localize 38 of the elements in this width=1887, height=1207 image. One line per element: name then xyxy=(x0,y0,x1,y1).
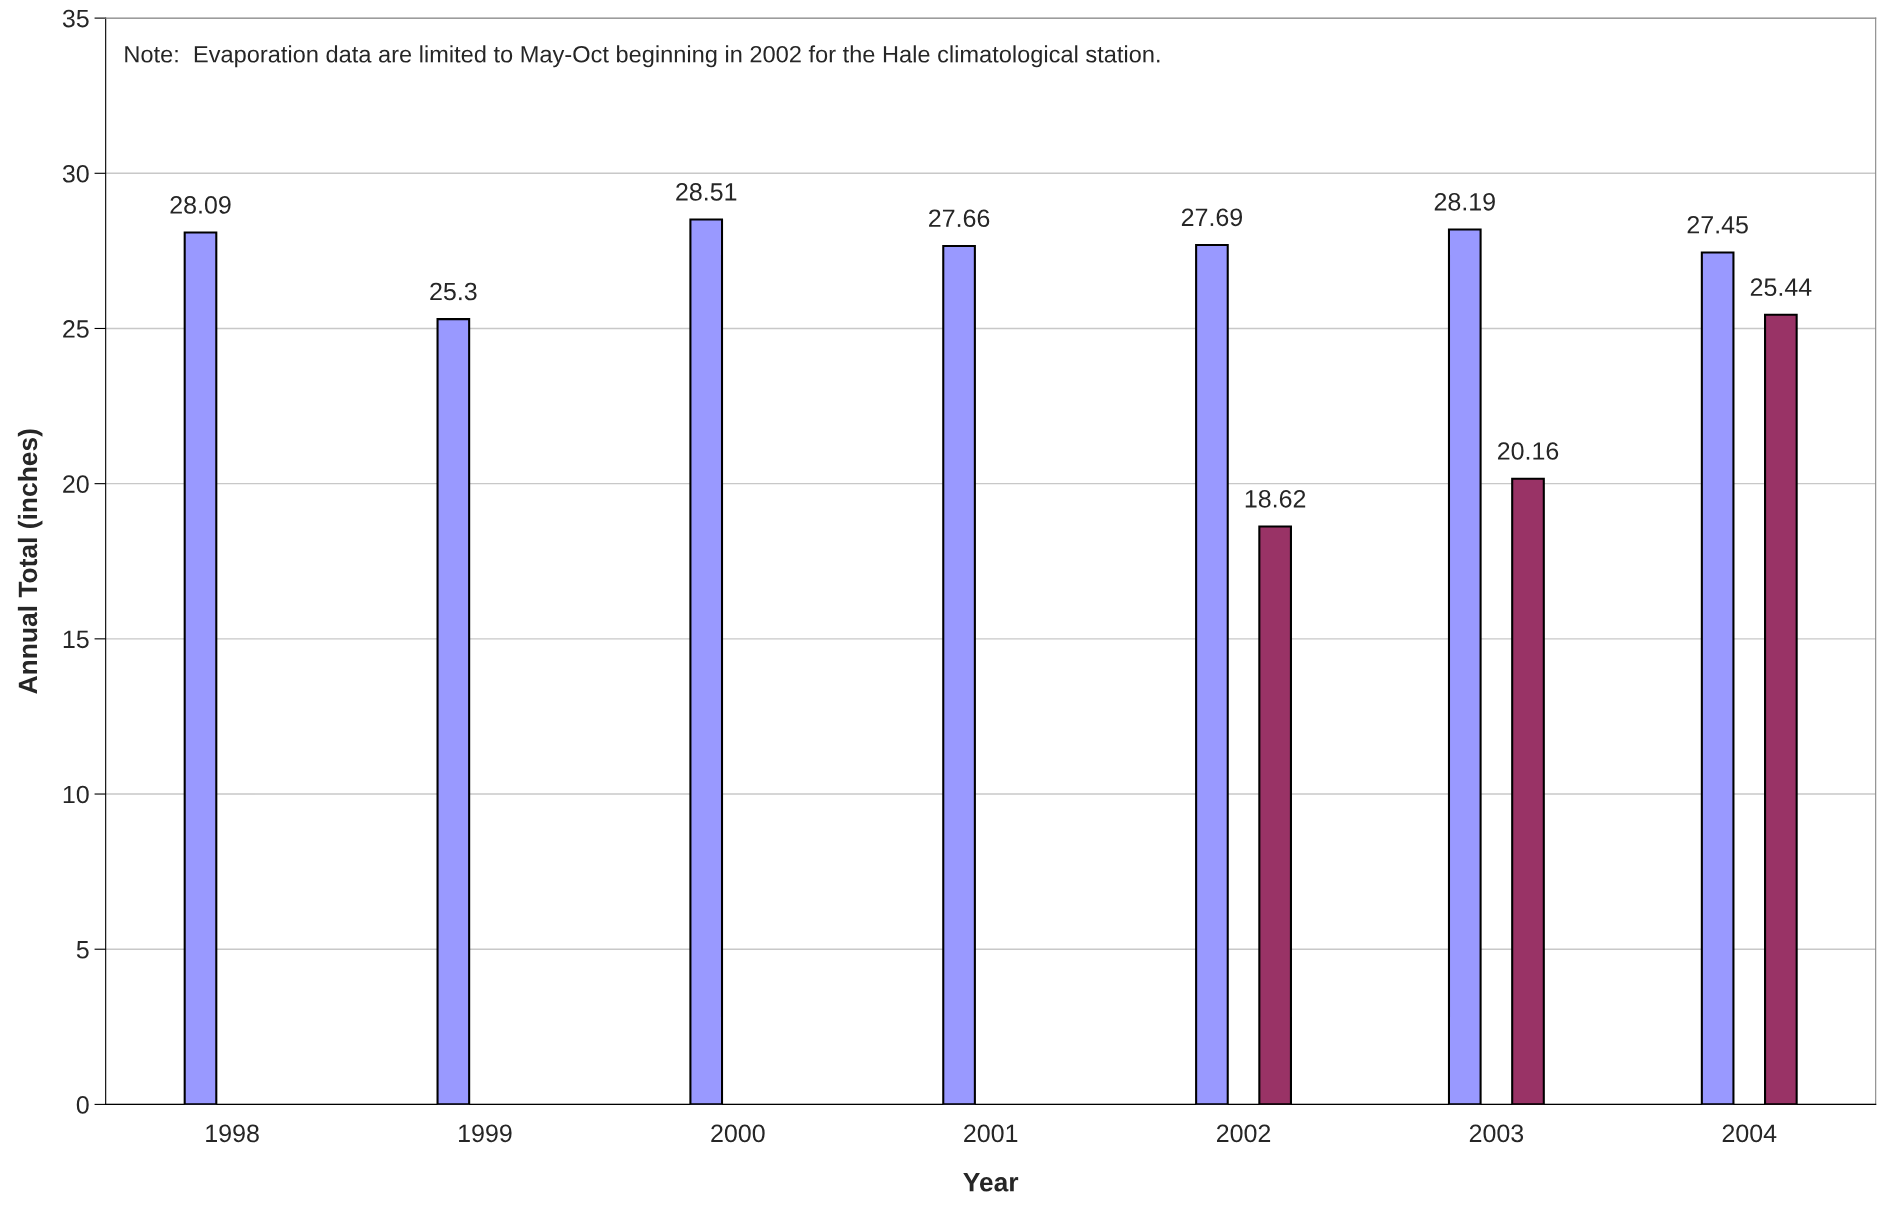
data-label: 27.69 xyxy=(1181,208,1243,227)
data-label: 28.09 xyxy=(170,196,231,214)
bar xyxy=(436,318,471,1105)
data-label: 27.45 xyxy=(1687,215,1748,234)
y-tick-label: 25 xyxy=(63,320,89,338)
bar xyxy=(1258,525,1292,1105)
data-label: 25.44 xyxy=(1750,278,1812,296)
x-tick-label: 1999 xyxy=(459,1124,512,1143)
bar xyxy=(183,231,218,1105)
y-tick-label: 15 xyxy=(63,630,89,649)
data-label: 28.51 xyxy=(676,183,737,201)
y-tick-label: 10 xyxy=(63,785,89,804)
bar xyxy=(942,244,976,1105)
bar xyxy=(689,218,724,1105)
data-label: 28.19 xyxy=(1434,192,1495,211)
x-tick-label: 2001 xyxy=(964,1124,1018,1143)
annotation: Note: Evaporation data are limited to May-Oct beginning in 2002 for the Hale climatological station. xyxy=(125,45,1160,68)
x-tick-label: 2003 xyxy=(1469,1124,1524,1143)
x-tick-label: 1998 xyxy=(206,1124,259,1143)
x-tick-label: 2000 xyxy=(711,1124,765,1143)
data-label: 18.62 xyxy=(1245,489,1306,508)
bar xyxy=(1195,243,1229,1105)
y-tick-label: 35 xyxy=(62,9,89,28)
y-axis-title: Annual Total (inches) xyxy=(17,429,43,694)
y-tick-label: 30 xyxy=(62,164,89,183)
bar xyxy=(1447,228,1482,1105)
data-label: 20.16 xyxy=(1497,442,1559,460)
x-axis-title: Year xyxy=(963,1173,1019,1192)
data-label: 27.66 xyxy=(929,209,990,228)
x-tick-label: 2002 xyxy=(1216,1124,1271,1143)
bar xyxy=(1764,313,1798,1105)
bar xyxy=(1511,477,1545,1105)
y-tick-label: 0 xyxy=(76,1096,89,1114)
bar xyxy=(1700,251,1735,1105)
y-tick-label: 5 xyxy=(76,941,89,959)
data-label: 25.3 xyxy=(430,282,477,301)
x-tick-label: 2004 xyxy=(1722,1124,1777,1143)
y-tick-label: 20 xyxy=(63,475,89,493)
